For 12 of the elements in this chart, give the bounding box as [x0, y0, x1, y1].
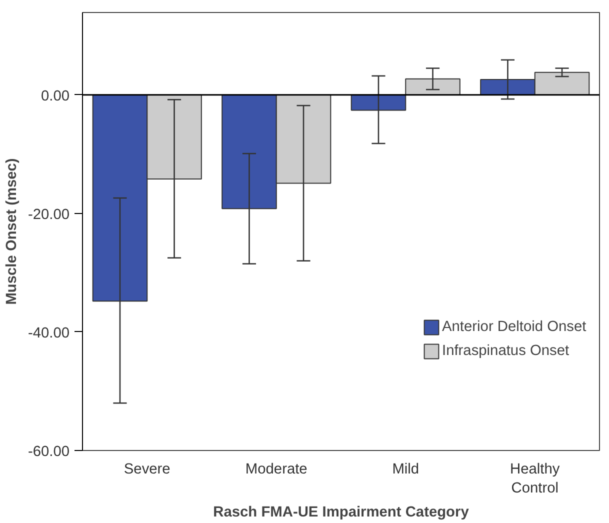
x-axis-title: Rasch FMA-UE Impairment Category — [213, 504, 470, 521]
x-tick-label: Healthy Control — [510, 462, 560, 497]
y-tick-label: -40.00 — [28, 325, 70, 342]
y-axis-title: Muscle Onset (msec) — [4, 158, 20, 305]
x-tick-label: Moderate — [245, 462, 308, 478]
x-tick-label: Severe — [124, 462, 170, 478]
legend-label: Anterior Deltoid Onset — [442, 319, 586, 335]
y-tick-label: 0.00 — [40, 88, 70, 104]
x-tick-label: Mild — [392, 462, 420, 478]
legend-label: Infraspinatus Onset — [442, 343, 570, 359]
y-tick-label: -20.00 — [28, 206, 70, 223]
y-tick-label: -60.00 — [28, 444, 70, 460]
